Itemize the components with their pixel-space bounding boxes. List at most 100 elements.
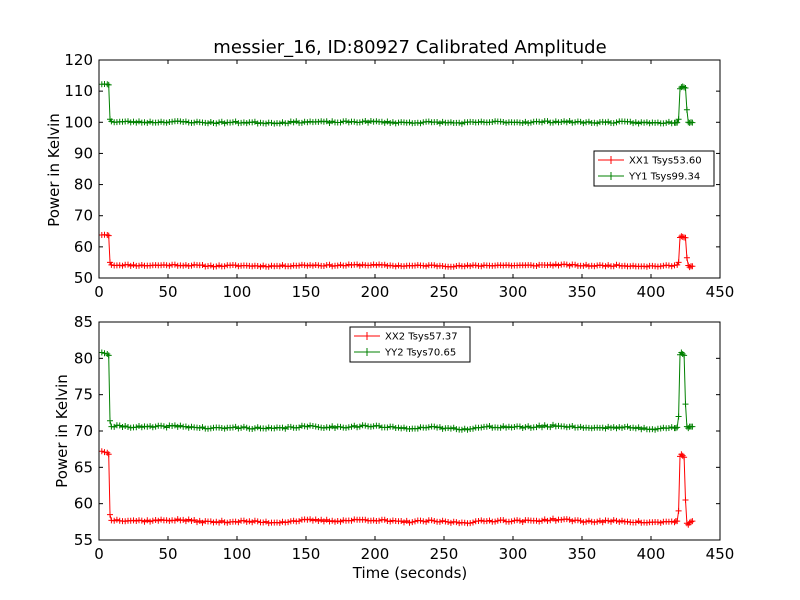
data-point bbox=[216, 262, 223, 269]
data-point bbox=[453, 519, 460, 526]
data-point bbox=[136, 262, 142, 269]
data-point bbox=[654, 519, 661, 526]
data-point bbox=[196, 425, 203, 431]
y-tick-label: 100 bbox=[64, 113, 93, 131]
data-point bbox=[133, 518, 140, 524]
top-y-axis-label: Power in Kelvin bbox=[45, 113, 63, 227]
data-point bbox=[425, 118, 432, 125]
data-point bbox=[298, 119, 305, 126]
data-point bbox=[309, 262, 316, 269]
data-point bbox=[119, 424, 126, 430]
data-point bbox=[689, 423, 696, 430]
data-point bbox=[447, 519, 454, 526]
data-point bbox=[260, 519, 267, 526]
data-point bbox=[594, 518, 601, 525]
data-point bbox=[602, 263, 609, 270]
data-point bbox=[249, 119, 256, 126]
data-point bbox=[682, 234, 689, 241]
data-point bbox=[683, 106, 690, 113]
data-point bbox=[574, 517, 581, 524]
data-point bbox=[141, 518, 148, 525]
data-point bbox=[439, 118, 446, 125]
data-point bbox=[171, 517, 178, 524]
data-point bbox=[689, 119, 696, 126]
y-tick-label: 80 bbox=[74, 349, 93, 367]
data-point bbox=[254, 518, 261, 525]
data-point bbox=[332, 518, 338, 525]
data-point bbox=[563, 261, 570, 268]
data-point bbox=[627, 263, 634, 270]
data-point bbox=[682, 401, 689, 408]
data-point bbox=[445, 519, 452, 525]
data-point bbox=[638, 119, 645, 126]
data-point bbox=[458, 120, 465, 127]
data-point bbox=[423, 263, 430, 270]
data-point bbox=[133, 424, 140, 431]
data-point bbox=[599, 424, 606, 431]
y-tick-label: 120 bbox=[64, 51, 93, 69]
data-point bbox=[574, 424, 581, 431]
data-point bbox=[144, 423, 151, 430]
data-point bbox=[409, 519, 416, 526]
data-point bbox=[199, 424, 206, 431]
bottom-legend-box bbox=[349, 326, 471, 363]
data-point bbox=[478, 517, 485, 524]
data-point bbox=[276, 120, 283, 127]
data-point bbox=[147, 518, 154, 525]
data-point bbox=[125, 118, 131, 125]
data-point bbox=[511, 424, 518, 430]
data-point bbox=[221, 519, 228, 526]
data-point bbox=[130, 118, 137, 125]
data-point bbox=[558, 516, 565, 523]
series-line bbox=[101, 450, 693, 526]
data-point bbox=[188, 423, 195, 430]
data-point bbox=[268, 119, 275, 126]
data-point bbox=[663, 119, 670, 126]
legend-entry: XX2 Tsys57.37 bbox=[354, 332, 458, 343]
data-point bbox=[287, 118, 294, 125]
data-point bbox=[243, 120, 250, 127]
data-point bbox=[279, 518, 286, 525]
data-point bbox=[688, 518, 694, 525]
data-point bbox=[417, 120, 424, 127]
data-point bbox=[362, 516, 369, 523]
data-point bbox=[552, 118, 559, 125]
y-tick-label: 65 bbox=[74, 458, 93, 476]
data-point bbox=[470, 425, 476, 432]
data-point bbox=[207, 425, 214, 432]
data-point bbox=[263, 518, 269, 525]
data-point bbox=[536, 118, 543, 125]
data-point bbox=[566, 423, 573, 430]
data-point bbox=[343, 424, 349, 431]
y-tick-label: 85 bbox=[74, 313, 93, 331]
data-point bbox=[381, 516, 388, 523]
data-point bbox=[681, 454, 688, 461]
x-tick-label: 150 bbox=[292, 545, 321, 563]
data-point bbox=[585, 263, 592, 270]
data-point bbox=[657, 425, 664, 432]
x-tick-label: 250 bbox=[430, 283, 459, 301]
data-point bbox=[376, 517, 383, 524]
data-point bbox=[163, 119, 170, 126]
data-point bbox=[665, 262, 672, 269]
x-tick-label: 0 bbox=[94, 283, 104, 301]
data-point bbox=[138, 517, 145, 524]
data-point bbox=[309, 517, 316, 524]
data-point bbox=[674, 119, 681, 126]
data-point bbox=[98, 448, 105, 455]
data-point bbox=[406, 519, 413, 526]
data-point bbox=[561, 423, 568, 430]
x-tick-label: 50 bbox=[158, 545, 177, 563]
data-point bbox=[218, 425, 225, 431]
data-point bbox=[207, 518, 214, 525]
y-tick-label: 110 bbox=[64, 82, 93, 100]
data-point bbox=[643, 263, 650, 270]
data-point bbox=[505, 262, 512, 269]
data-point bbox=[216, 119, 223, 126]
data-point bbox=[370, 517, 377, 524]
data-point bbox=[420, 262, 427, 269]
data-point bbox=[566, 262, 573, 269]
data-point bbox=[558, 119, 565, 125]
data-point bbox=[104, 449, 111, 456]
data-point bbox=[144, 119, 151, 126]
